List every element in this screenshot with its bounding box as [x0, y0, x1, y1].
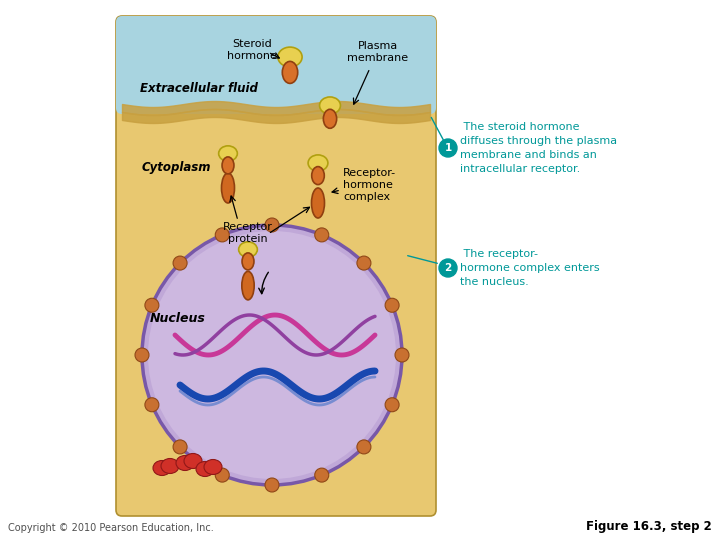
- Circle shape: [265, 478, 279, 492]
- Circle shape: [173, 440, 187, 454]
- Ellipse shape: [176, 456, 194, 470]
- Ellipse shape: [222, 157, 234, 174]
- Ellipse shape: [153, 461, 171, 476]
- Ellipse shape: [219, 146, 238, 161]
- Text: 2: 2: [444, 263, 451, 273]
- Text: The steroid hormone
diffuses through the plasma
membrane and binds an
intracellu: The steroid hormone diffuses through the…: [460, 122, 617, 174]
- Circle shape: [215, 468, 229, 482]
- Ellipse shape: [204, 460, 222, 475]
- Ellipse shape: [242, 253, 254, 270]
- Ellipse shape: [184, 454, 202, 469]
- Ellipse shape: [312, 188, 325, 218]
- Ellipse shape: [242, 271, 254, 300]
- Circle shape: [148, 231, 396, 479]
- Circle shape: [265, 218, 279, 232]
- Circle shape: [135, 348, 149, 362]
- Circle shape: [142, 225, 402, 485]
- Circle shape: [439, 259, 457, 277]
- Circle shape: [315, 228, 329, 242]
- Ellipse shape: [282, 62, 297, 83]
- Text: The receptor-
hormone complex enters
the nucleus.: The receptor- hormone complex enters the…: [460, 249, 600, 287]
- Ellipse shape: [312, 167, 324, 185]
- Text: Figure 16.3, step 2: Figure 16.3, step 2: [586, 520, 712, 533]
- Text: Receptor-
hormone
complex: Receptor- hormone complex: [343, 168, 396, 201]
- Ellipse shape: [161, 458, 179, 474]
- Text: Cytoplasm: Cytoplasm: [142, 161, 212, 174]
- Ellipse shape: [308, 155, 328, 171]
- Circle shape: [385, 398, 399, 411]
- Circle shape: [385, 298, 399, 312]
- Circle shape: [439, 139, 457, 157]
- FancyBboxPatch shape: [116, 16, 436, 114]
- Ellipse shape: [222, 173, 235, 203]
- Text: Copyright © 2010 Pearson Education, Inc.: Copyright © 2010 Pearson Education, Inc.: [8, 523, 214, 533]
- FancyBboxPatch shape: [116, 16, 436, 516]
- Circle shape: [315, 468, 329, 482]
- Text: Receptor
protein: Receptor protein: [223, 222, 273, 244]
- Text: 1: 1: [444, 143, 451, 153]
- Ellipse shape: [323, 109, 337, 129]
- Circle shape: [215, 228, 229, 242]
- Circle shape: [357, 256, 371, 270]
- Circle shape: [173, 256, 187, 270]
- Text: Plasma
membrane: Plasma membrane: [348, 41, 408, 63]
- Text: Nucleus: Nucleus: [150, 312, 206, 325]
- Text: Extracellular fluid: Extracellular fluid: [140, 82, 258, 94]
- Ellipse shape: [238, 242, 257, 257]
- Text: Steroid
hormone: Steroid hormone: [227, 39, 277, 61]
- Polygon shape: [122, 22, 430, 112]
- Circle shape: [357, 440, 371, 454]
- Circle shape: [395, 348, 409, 362]
- Ellipse shape: [320, 97, 341, 114]
- Ellipse shape: [196, 462, 214, 476]
- Circle shape: [145, 298, 159, 312]
- Circle shape: [145, 398, 159, 411]
- Polygon shape: [122, 85, 430, 108]
- Ellipse shape: [278, 47, 302, 67]
